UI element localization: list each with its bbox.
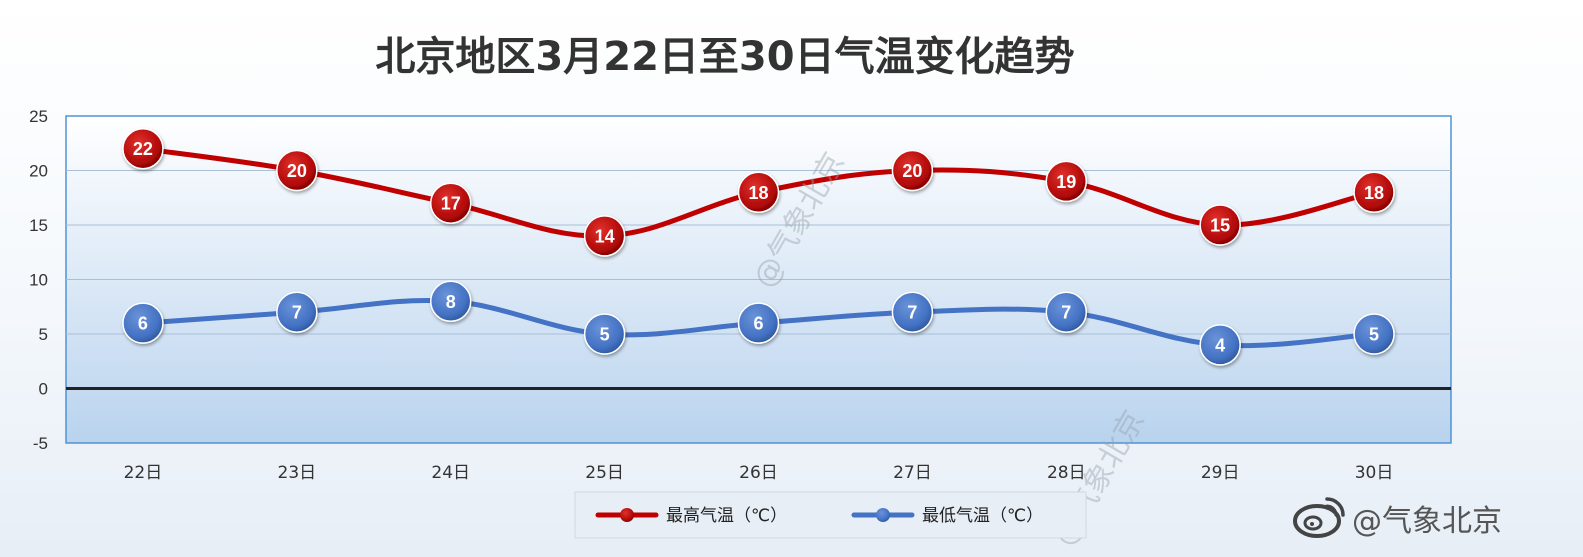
data-label: 18 xyxy=(1364,183,1384,203)
series-high: 22 20 17 14 18 20 19 15 18 xyxy=(122,127,1395,257)
x-tick-label: 26日 xyxy=(739,463,778,483)
data-point xyxy=(737,302,780,344)
data-point xyxy=(583,215,626,257)
legend-label: 最高气温（℃） xyxy=(666,506,787,526)
y-tick-label: 10 xyxy=(29,271,48,290)
data-label: 6 xyxy=(138,314,148,334)
y-tick-label: 15 xyxy=(29,216,48,235)
x-tick-label: 22日 xyxy=(124,463,163,483)
data-label: 8 xyxy=(446,292,456,312)
data-label: 5 xyxy=(600,325,610,345)
legend: 最高气温（℃） 最低气温（℃） xyxy=(574,491,1087,539)
chart-title: 北京地区3月22日至30日气温变化趋势 xyxy=(375,34,1074,80)
data-point xyxy=(276,149,318,192)
data-point xyxy=(1199,324,1241,366)
series: 22 20 17 14 18 20 19 15 18 6 7 8 5 6 7 7 4 5 xyxy=(122,127,1395,366)
x-axis-ticks: 22日 23日 24日 25日 26日 27日 28日 29日 30日 xyxy=(124,463,1394,483)
data-label: 18 xyxy=(748,183,768,203)
weibo-icon xyxy=(1293,497,1345,538)
legend-marker xyxy=(876,508,890,522)
y-axis-ticks: -5 0 5 10 15 20 25 xyxy=(29,107,48,453)
x-tick-label: 28日 xyxy=(1047,463,1086,483)
legend-box xyxy=(574,491,1087,539)
data-label: 17 xyxy=(441,194,461,214)
data-label: 6 xyxy=(753,314,763,334)
legend-label: 最低气温（℃） xyxy=(922,506,1043,526)
data-point xyxy=(429,182,472,224)
watermark-bottom-right: @气象北京 xyxy=(1293,497,1502,539)
data-point xyxy=(1045,291,1088,333)
data-label: 14 xyxy=(595,226,615,246)
data-point xyxy=(891,149,934,192)
data-point xyxy=(891,291,934,333)
series-low: 6 7 8 5 6 7 7 4 5 xyxy=(122,280,1395,366)
data-point xyxy=(737,171,780,214)
x-tick-label: 25日 xyxy=(585,463,624,483)
y-tick-label: 20 xyxy=(29,162,48,181)
data-label: 19 xyxy=(1056,172,1076,192)
data-label: 4 xyxy=(1215,335,1225,355)
data-label: 7 xyxy=(907,303,917,323)
legend-item: 最高气温（℃） xyxy=(595,506,787,526)
y-tick-label: 5 xyxy=(39,325,48,344)
data-point xyxy=(1353,171,1395,214)
data-point xyxy=(122,302,164,344)
y-tick-label: -5 xyxy=(33,434,48,453)
data-label: 20 xyxy=(287,161,307,181)
x-tick-label: 24日 xyxy=(431,463,470,483)
data-label: 15 xyxy=(1210,216,1230,236)
watermark-text: @气象北京 xyxy=(1352,504,1502,539)
x-tick-label: 23日 xyxy=(278,463,317,483)
data-point xyxy=(583,313,626,355)
data-point xyxy=(1353,313,1395,355)
data-point xyxy=(1199,204,1241,246)
x-tick-label: 29日 xyxy=(1201,463,1240,483)
y-tick-label: 25 xyxy=(29,107,48,126)
x-tick-label: 30日 xyxy=(1355,463,1394,483)
data-label: 22 xyxy=(133,139,153,159)
data-point xyxy=(429,280,472,323)
data-point xyxy=(276,291,318,333)
data-label: 7 xyxy=(1061,303,1071,323)
data-point xyxy=(122,127,164,170)
data-label: 20 xyxy=(902,161,922,181)
legend-item: 最低气温（℃） xyxy=(851,506,1043,526)
y-tick-label: 0 xyxy=(39,380,48,399)
legend-marker xyxy=(620,508,634,522)
data-label: 7 xyxy=(292,303,302,323)
data-label: 5 xyxy=(1369,325,1379,345)
x-tick-label: 27日 xyxy=(893,463,932,483)
data-point xyxy=(1045,160,1088,203)
